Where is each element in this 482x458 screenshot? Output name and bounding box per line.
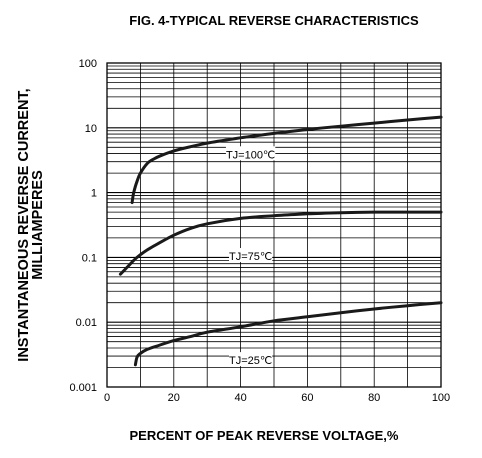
y-tick-label: 100 [79, 58, 97, 70]
curve-series-2 [118, 210, 443, 276]
y-axis-label-line1: INSTANTANEOUS REVERSE CURRENT, [16, 88, 32, 361]
x-axis-label: PERCENT OF PEAK REVERSE VOLTAGE,% [130, 428, 399, 443]
curves [118, 115, 443, 367]
y-tick-label: 0.1 [82, 252, 97, 264]
curve-labels: TJ=100℃ TJ=75℃ TJ=25℃ [225, 146, 276, 367]
y-tick-label: 10 [85, 123, 97, 135]
curve-series-1 [130, 115, 443, 205]
curve-label-bg [225, 146, 276, 161]
y-axis-label: INSTANTANEOUS REVERSE CURRENT, MILLIAMPE… [16, 88, 46, 361]
x-tick-label: 20 [168, 392, 180, 404]
grid [106, 62, 442, 388]
y-axis-label-line2: MILLIAMPERES [30, 170, 46, 280]
x-tick-label: 60 [301, 392, 313, 404]
x-tick-label: 0 [104, 392, 110, 404]
curve-series-3 [133, 301, 443, 367]
y-tick-label: 0.001 [69, 382, 97, 394]
curve-label-bg [229, 248, 273, 263]
x-tick-label: 40 [234, 392, 246, 404]
x-tick-label: 80 [368, 392, 380, 404]
y-tick-labels: 0.001 0.01 0.1 1 10 100 [69, 58, 97, 394]
curve-label-series-2: TJ=75℃ [229, 251, 272, 263]
curve-label-series-3: TJ=25℃ [229, 355, 272, 367]
curve-label-bg [229, 352, 273, 367]
y-tick-label: 1 [91, 188, 97, 200]
curve-label-series-1: TJ=100℃ [226, 149, 275, 161]
y-tick-label: 0.01 [76, 317, 97, 329]
chart-title: FIG. 4-TYPICAL REVERSE CHARACTERISTICS [129, 13, 419, 28]
x-tick-labels: 0 20 40 60 80 100 [104, 392, 450, 404]
x-tick-label: 100 [432, 392, 450, 404]
